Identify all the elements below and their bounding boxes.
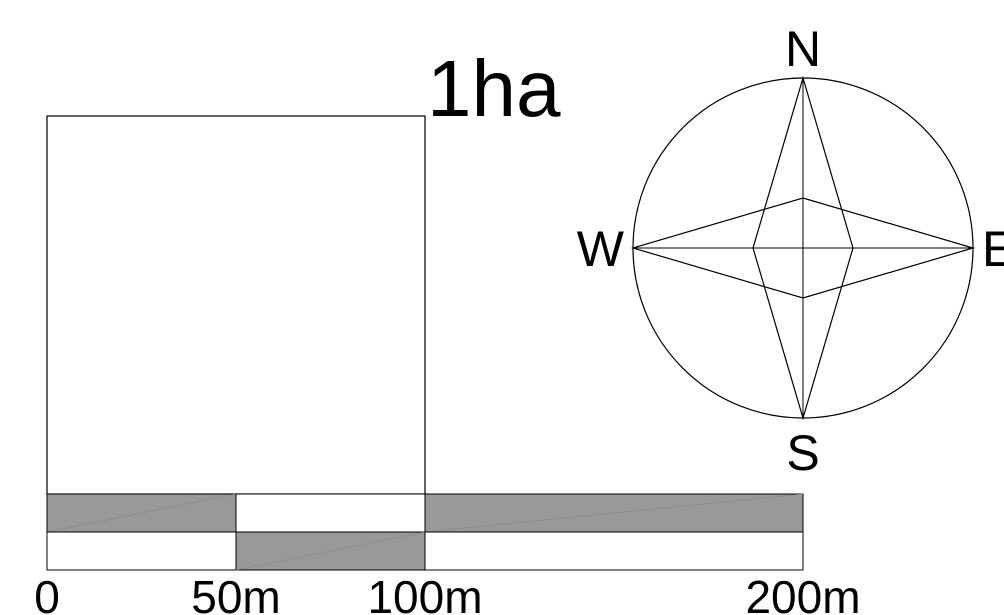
scale-segment-50-100-top [235, 493, 426, 533]
hectare-square [46, 115, 426, 495]
compass-north-label: N [785, 21, 821, 77]
compass-east-west-point [630, 197, 976, 299]
scale-segment-0-50-bottom [46, 531, 237, 571]
scale-label-50m: 50m [191, 571, 280, 615]
scale-label-0: 0 [34, 571, 60, 615]
scale-bar: 0 50m 100m 200m [34, 493, 861, 615]
scale-segment-100-200-bottom [424, 531, 804, 571]
area-title: 1ha [427, 44, 561, 133]
scale-label-200m: 200m [745, 571, 860, 615]
scale-segment-hatch [424, 493, 804, 533]
compass-east-label: E [982, 221, 1004, 277]
compass-north-south-point [752, 75, 854, 421]
scale-label-100m: 100m [367, 571, 482, 615]
compass-rose: N S W E [577, 21, 1004, 481]
compass-south-label: S [786, 425, 819, 481]
scale-segment-hatch [235, 531, 426, 571]
compass-west-label: W [577, 221, 625, 277]
scale-segment-hatch [46, 493, 237, 533]
